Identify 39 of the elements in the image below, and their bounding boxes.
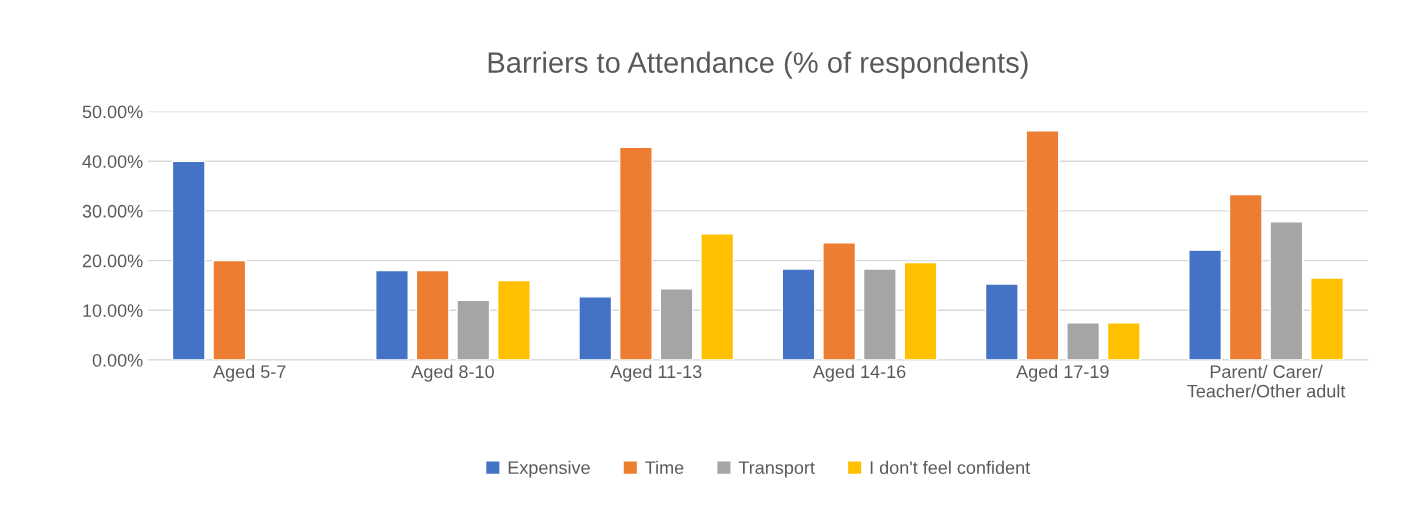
bar — [1106, 322, 1141, 360]
x-tick-label: Aged 5-7 — [213, 364, 286, 382]
legend-label: Expensive — [508, 460, 590, 478]
bar — [578, 296, 613, 360]
bar — [171, 160, 206, 360]
bar — [781, 268, 816, 360]
bar — [456, 299, 491, 360]
bar — [984, 283, 1019, 360]
bar — [1269, 221, 1304, 360]
y-tick-label: 30.00% — [82, 204, 143, 218]
bar — [618, 146, 653, 360]
bar — [822, 242, 857, 360]
bar — [1188, 249, 1223, 360]
legend-label: I don't feel confident — [870, 460, 1031, 475]
bar — [1025, 130, 1060, 360]
bar — [375, 269, 409, 360]
bar — [1310, 277, 1345, 360]
x-tick-label: Aged 11-13 — [610, 364, 702, 382]
y-tick-label: 20.00% — [82, 254, 143, 268]
bar — [212, 259, 247, 360]
y-tick-label: 40.00% — [82, 155, 143, 168]
x-tick-label: Parent/ Carer/ Teacher/Other adult — [1187, 364, 1346, 398]
y-tick-label: 50.00% — [82, 105, 143, 119]
bar — [700, 233, 735, 360]
x-tick-label: Aged 17-19 — [1016, 364, 1109, 382]
y-tick-label: 10.00% — [83, 304, 143, 317]
x-tick-label: Aged 8-10 — [411, 364, 494, 382]
legend-label: Time — [645, 460, 684, 475]
bar — [415, 269, 450, 360]
bar — [1066, 322, 1101, 360]
bar — [862, 268, 897, 360]
bar — [903, 261, 938, 360]
x-tick-label: Aged 14-16 — [812, 364, 906, 382]
y-tick-label: 0.00% — [92, 353, 143, 367]
bar — [1228, 193, 1263, 360]
legend-label: Transport — [738, 461, 815, 478]
bar — [659, 288, 694, 360]
bar — [496, 279, 531, 360]
chart-title: Barriers to Attendance (% of respondents) — [488, 51, 1028, 79]
